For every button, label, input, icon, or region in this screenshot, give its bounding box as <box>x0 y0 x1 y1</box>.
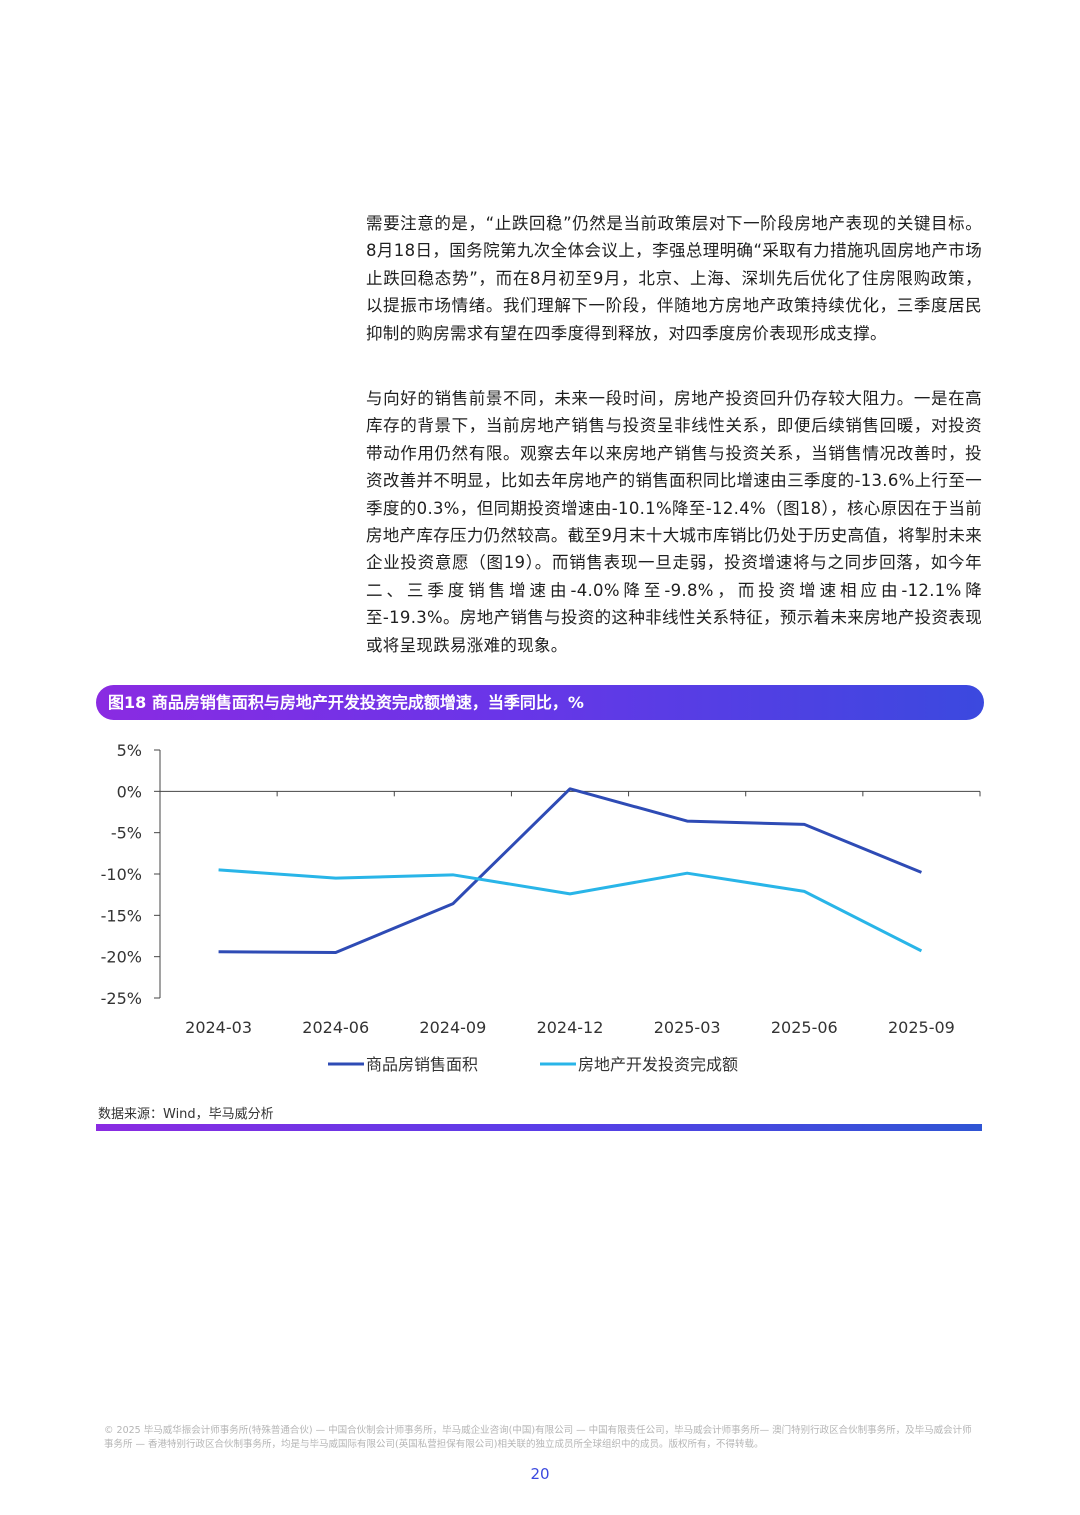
x-tick-label: 2024-06 <box>302 1018 369 1037</box>
page-number: 20 <box>530 1465 550 1483</box>
y-tick-label: 5% <box>117 741 142 760</box>
y-tick-label: -25% <box>101 989 142 1008</box>
y-tick-label: 0% <box>117 782 142 801</box>
x-tick-label: 2025-09 <box>888 1018 955 1037</box>
source-divider <box>96 1124 982 1131</box>
legend-label-2: 房地产开发投资完成额 <box>578 1055 738 1074</box>
y-tick-label: -10% <box>101 865 142 884</box>
x-tick-label: 2024-12 <box>537 1018 604 1037</box>
x-tick-label: 2024-03 <box>185 1018 252 1037</box>
data-source: 数据来源：Wind，毕马威分析 <box>98 1107 274 1122</box>
y-tick-label: -20% <box>101 948 142 967</box>
x-tick-label: 2025-06 <box>771 1018 838 1037</box>
line-chart: 5% 0% -5% -10% -15% -20% -25% 2024-03 2024-06 202… <box>101 741 981 1074</box>
y-tick-label: -5% <box>111 824 142 843</box>
x-tick-label: 2024-09 <box>419 1018 486 1037</box>
series-line-2 <box>218 868 923 953</box>
series-line-1 <box>218 787 922 955</box>
legend-label-1: 商品房销售面积 <box>366 1055 478 1074</box>
copyright-footer: © 2025 毕马威华振会计师事务所(特殊普通合伙) — 中国合伙制会计师事务所… <box>104 1425 972 1450</box>
x-tick-label: 2025-03 <box>654 1018 721 1037</box>
paragraph-1: 需要注意的是，“止跌回稳”仍然是当前政策层对下一阶段房地产表现的关键目标。8月1… <box>366 214 982 343</box>
figure-title-bar: 图18 商品房销售面积与房地产开发投资完成额增速，当季同比，% <box>96 685 984 720</box>
paragraph-2: 与向好的销售前景不同，未来一段时间，房地产投资回升仍存较大阻力。一是在高库存的背… <box>366 389 982 655</box>
y-tick-label: -15% <box>101 906 142 925</box>
